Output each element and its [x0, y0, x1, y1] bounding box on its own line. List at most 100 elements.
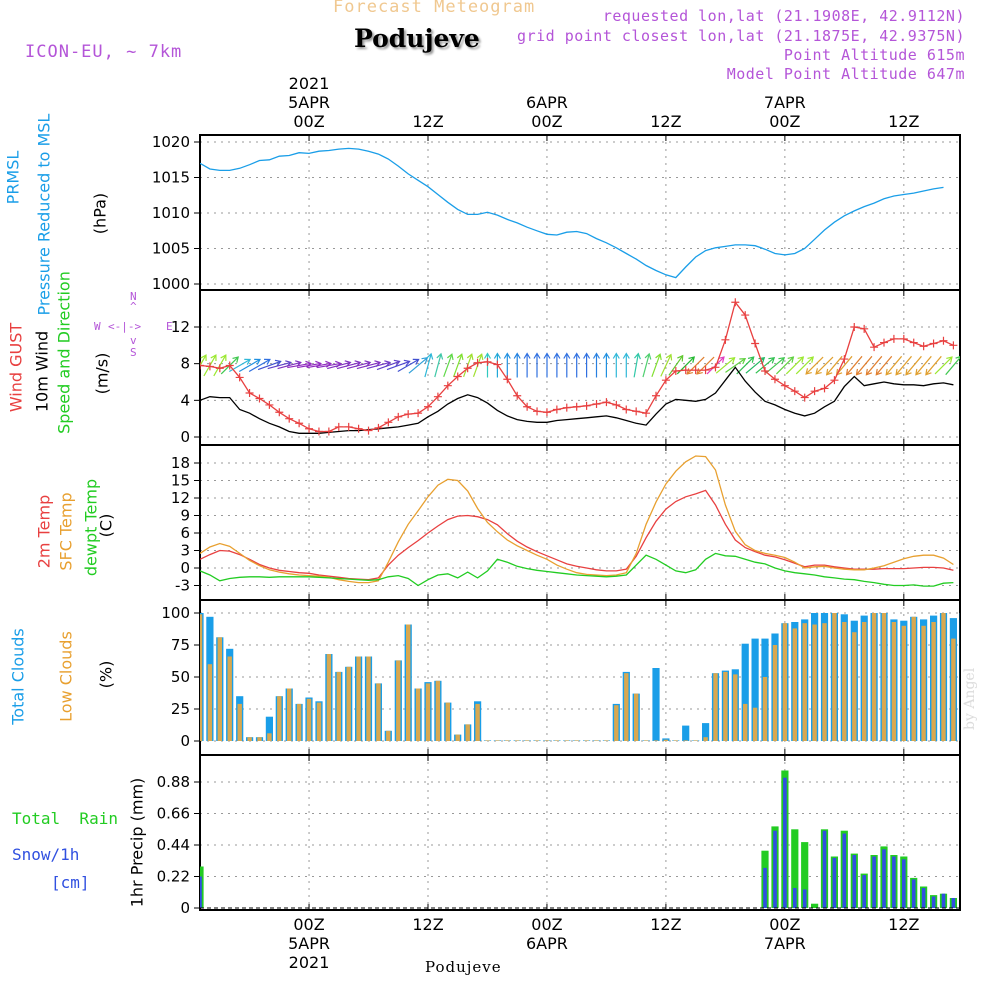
- wind-arrow: [513, 352, 521, 378]
- precip-ytick-label: 0: [180, 899, 190, 917]
- wind-arrow-shaft: [327, 361, 351, 370]
- gust-marker: [820, 384, 829, 393]
- wind-arrow-shaft: [307, 362, 331, 369]
- compass-up-arrow: ^: [130, 300, 137, 313]
- gust-marker: [374, 423, 383, 432]
- low-cloud-bar: [693, 740, 698, 741]
- low-cloud-bar: [386, 730, 391, 741]
- wind-arrow-shaft: [248, 358, 271, 373]
- gust-marker: [414, 409, 423, 418]
- low-cloud-bar: [465, 724, 470, 741]
- gust-marker: [394, 412, 403, 421]
- pressure-line: [200, 147, 944, 279]
- bottom-tick-label: 00Z: [293, 915, 324, 934]
- pressure-series: [200, 147, 944, 279]
- gust-marker: [552, 405, 561, 414]
- gust-marker: [810, 387, 819, 396]
- wind-arrow-head: [543, 352, 551, 359]
- gust-marker: [939, 336, 948, 345]
- compass-horizontal-arrow: <-|->: [108, 320, 142, 333]
- low-cloud-bar: [703, 737, 708, 741]
- gust-marker: [770, 375, 779, 384]
- wind-arrow-head: [655, 353, 662, 361]
- precip-bars: [200, 770, 960, 909]
- low-cloud-bar: [832, 613, 837, 741]
- wind-arrow-shaft: [346, 361, 371, 370]
- low-cloud-bar: [663, 739, 669, 741]
- gust-marker: [711, 363, 720, 372]
- snow-bar: [773, 830, 777, 908]
- low-cloud-bar: [435, 680, 441, 741]
- compass-east: E: [166, 320, 173, 333]
- low-cloud-bar: [316, 702, 322, 741]
- bottom-tick-label: 5APR: [288, 934, 330, 953]
- compass-down-arrow: v: [130, 334, 137, 347]
- wind-arrow-head: [513, 352, 521, 359]
- wind-arrow-shaft: [905, 355, 922, 376]
- gust-marker: [503, 375, 512, 384]
- cloud-ytick-label: 0: [180, 732, 190, 750]
- wind-arrow-shaft: [257, 360, 281, 371]
- wind-arrow-head: [264, 358, 271, 365]
- gust-marker: [622, 405, 631, 414]
- snow-bar: [911, 879, 916, 908]
- gust-marker: [572, 402, 581, 411]
- wind-arrow-shaft: [376, 360, 400, 371]
- wind-arrow: [533, 352, 541, 378]
- wind-arrow-head: [805, 368, 812, 375]
- wind-arrow-head: [677, 354, 684, 362]
- precip-ytick-label: 0.66: [157, 805, 190, 823]
- wind-arrow-head: [553, 352, 561, 359]
- wind-arrow-head: [905, 368, 912, 376]
- wind-arrow-shaft: [434, 353, 442, 378]
- gust-marker: [661, 376, 670, 385]
- snow-bar: [783, 777, 787, 908]
- gust-marker: [850, 323, 859, 331]
- wind-arrow-head: [778, 357, 786, 364]
- snow-bar: [832, 857, 837, 908]
- wind-arrow: [553, 352, 561, 378]
- wind-arrow-shaft: [755, 357, 775, 374]
- gust-marker: [443, 381, 452, 390]
- low-cloud-bar: [713, 673, 718, 741]
- gust-marker: [295, 419, 304, 428]
- precip-total-rain: Total Rain: [12, 809, 118, 828]
- low-cloud-bar: [505, 740, 510, 741]
- grid-point-coords: grid point closest lon,lat (21.1875E, 42…: [517, 27, 965, 45]
- rain-bar: [811, 903, 819, 908]
- low-cloud-bar: [366, 656, 371, 741]
- wind-arrow-shaft: [856, 355, 873, 376]
- low-cloud-bar: [802, 623, 807, 741]
- snow-bar: [842, 833, 847, 908]
- bottom-tick-label: 6APR: [526, 934, 568, 953]
- low-cloud-bar: [614, 705, 619, 741]
- wind-arrow-shaft: [287, 362, 312, 369]
- gust-marker: [721, 335, 730, 344]
- pressure-ytick-label: 1005: [152, 240, 190, 258]
- wind-arrow-shaft: [642, 353, 650, 378]
- wind-arrow-head: [768, 357, 776, 364]
- wind-arrow: [376, 359, 401, 371]
- low-cloud-bar: [287, 688, 292, 741]
- wind-arrow-shaft: [397, 358, 419, 373]
- wind-arrow-head: [845, 368, 853, 376]
- wind-arrow-shaft: [336, 361, 361, 370]
- wind-arrow: [602, 352, 610, 378]
- wind-arrow-head: [602, 352, 610, 359]
- wind-arrow: [642, 352, 652, 378]
- low-cloud-bar: [762, 677, 768, 741]
- top-tick-label: 00Z: [293, 112, 324, 131]
- gust-marker: [780, 381, 789, 390]
- snow-bar: [822, 830, 827, 908]
- gust-marker: [275, 408, 284, 417]
- wind-arrow-shaft: [633, 353, 639, 378]
- top-tick-label: 2021: [289, 74, 330, 93]
- pressure-ytick-label: 1010: [152, 204, 190, 222]
- wind-arrow-head: [612, 352, 620, 359]
- wind-arrow-shaft: [386, 360, 410, 371]
- low-cloud-bar: [200, 614, 203, 741]
- low-cloud-bar: [911, 616, 916, 741]
- wind-arrow-shaft: [934, 356, 953, 375]
- wind-arrow-shaft: [875, 355, 893, 376]
- low-cloud-bar: [881, 613, 887, 741]
